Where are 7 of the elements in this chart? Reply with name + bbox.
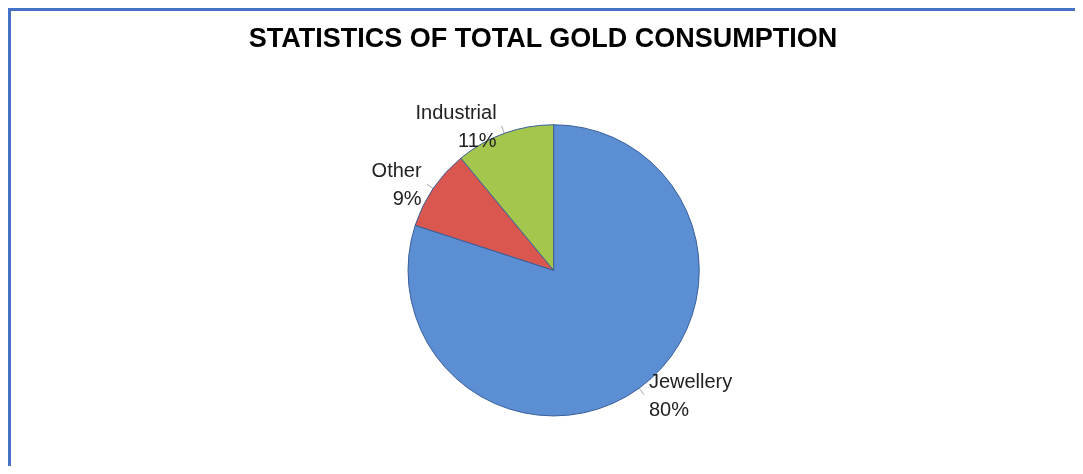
slice-label: Jewellery: [648, 369, 733, 392]
slice-label: Other: [371, 159, 422, 182]
data-label: 11%: [458, 128, 497, 151]
data-label: 9%: [392, 187, 422, 210]
data-label: 80%: [648, 397, 690, 420]
chart-title: STATISTICS OF TOTAL GOLD CONSUMPTION: [248, 22, 838, 53]
slice-label: Industrial: [415, 100, 497, 123]
